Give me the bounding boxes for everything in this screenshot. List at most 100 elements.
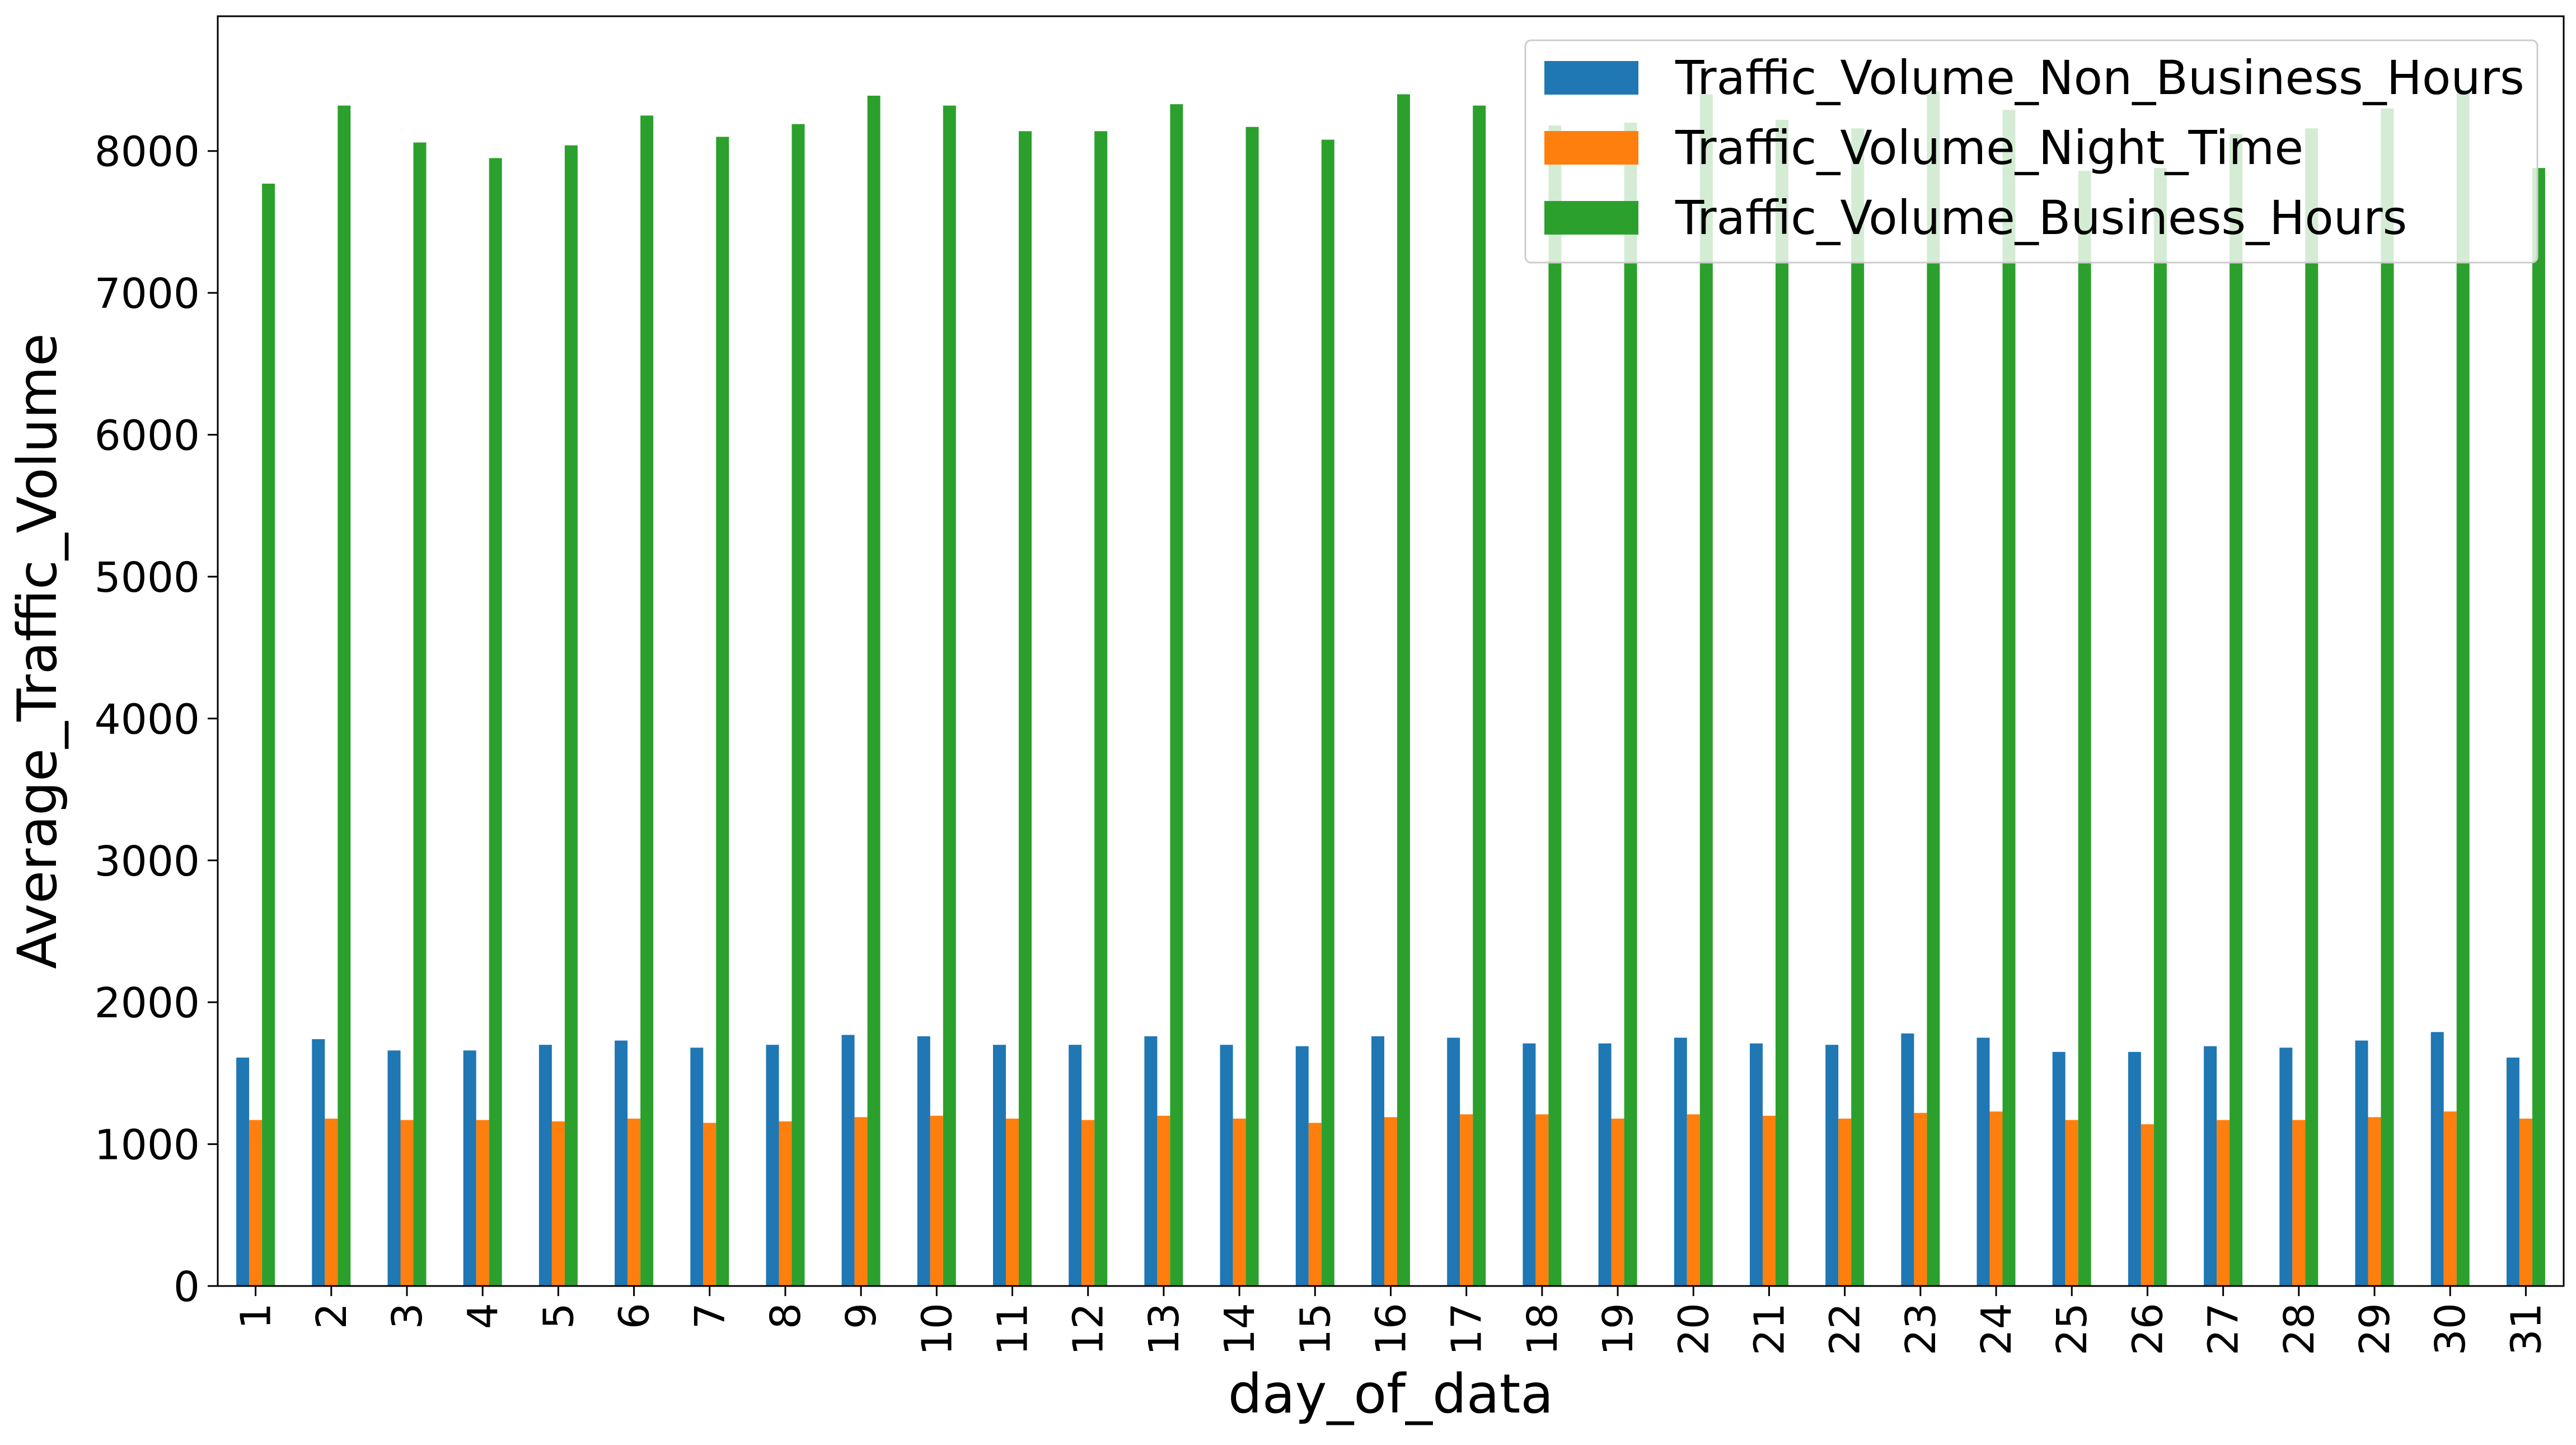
- bar-day-14-series-1: [1220, 1045, 1233, 1286]
- bar-day-4-series-2: [476, 1120, 489, 1286]
- y-tick-label: 7000: [95, 270, 200, 318]
- bar-day-10-series-2: [930, 1115, 943, 1286]
- x-tick-label: 7: [686, 1303, 734, 1329]
- bar-day-10-series-3: [943, 105, 956, 1286]
- y-tick-label: 3000: [95, 838, 200, 886]
- bar-day-4-series-1: [463, 1050, 476, 1286]
- x-tick-label: 15: [1291, 1303, 1339, 1355]
- bar-day-19-series-2: [1611, 1119, 1624, 1286]
- bar-day-25-series-2: [2065, 1120, 2078, 1286]
- x-tick-label: 1: [232, 1303, 280, 1329]
- bar-day-22-series-2: [1838, 1119, 1852, 1286]
- y-tick-label: 6000: [95, 412, 200, 460]
- bar-day-30-series-1: [2430, 1032, 2444, 1286]
- x-tick-label: 11: [989, 1303, 1037, 1355]
- x-tick-label: 26: [2124, 1303, 2172, 1355]
- bar-day-29-series-1: [2355, 1040, 2368, 1286]
- bar-day-27-series-3: [2230, 134, 2243, 1286]
- bar-day-31-series-3: [2532, 168, 2545, 1287]
- bar-day-23-series-1: [1901, 1033, 1914, 1286]
- bar-day-8-series-1: [766, 1045, 779, 1286]
- bar-day-28-series-1: [2279, 1047, 2293, 1286]
- bar-day-15-series-1: [1295, 1046, 1309, 1286]
- x-tick-label: 22: [1821, 1303, 1870, 1355]
- x-tick-label: 20: [1670, 1303, 1718, 1355]
- x-tick-label: 8: [762, 1303, 810, 1329]
- bar-day-24-series-1: [1977, 1037, 1990, 1286]
- bar-day-26-series-3: [2153, 168, 2167, 1287]
- x-tick-label: 2: [308, 1303, 356, 1329]
- bar-day-5-series-1: [538, 1045, 552, 1286]
- x-tick-label: 25: [2048, 1303, 2096, 1355]
- bar-day-28-series-2: [2292, 1120, 2306, 1286]
- bar-day-19-series-3: [1624, 123, 1637, 1286]
- bar-day-2-series-2: [325, 1119, 338, 1286]
- legend-swatch-2: [1544, 131, 1638, 165]
- x-tick-label: 10: [913, 1303, 961, 1355]
- legend-label-1: Traffic_Volume_Non_Business_Hours: [1675, 50, 2525, 105]
- bar-day-6-series-3: [640, 115, 654, 1287]
- x-tick-label: 23: [1897, 1303, 1945, 1355]
- x-tick-label: 21: [1746, 1303, 1794, 1355]
- bar-day-25-series-3: [2078, 171, 2091, 1287]
- y-tick-label: 2000: [95, 979, 200, 1027]
- bar-day-20-series-3: [1699, 94, 1713, 1287]
- bar-day-17-series-3: [1473, 105, 1486, 1286]
- bar-day-20-series-2: [1687, 1114, 1700, 1286]
- bar-day-11-series-2: [1006, 1119, 1019, 1286]
- bar-day-9-series-2: [854, 1117, 868, 1286]
- legend-label-2: Traffic_Volume_Night_Time: [1675, 120, 2303, 175]
- bar-day-10-series-1: [917, 1036, 930, 1286]
- bar-day-22-series-3: [1851, 128, 1865, 1287]
- bar-day-12-series-2: [1081, 1120, 1095, 1286]
- bar-day-1-series-3: [262, 184, 275, 1286]
- bars-layer: [236, 90, 2545, 1287]
- bar-day-24-series-2: [1989, 1111, 2003, 1286]
- x-tick-label: 24: [1973, 1303, 2021, 1355]
- bar-day-24-series-3: [2002, 110, 2016, 1287]
- x-tick-label: 4: [459, 1303, 507, 1329]
- bar-day-6-series-2: [627, 1119, 641, 1286]
- bar-day-27-series-2: [2217, 1120, 2230, 1286]
- bar-day-8-series-3: [791, 124, 805, 1286]
- x-tick-label: 13: [1140, 1303, 1188, 1355]
- bar-day-29-series-3: [2381, 108, 2394, 1287]
- x-tick-label: 3: [383, 1303, 432, 1329]
- bar-day-31-series-2: [2519, 1119, 2532, 1286]
- x-tick-label: 17: [1443, 1303, 1491, 1355]
- bar-day-11-series-3: [1019, 131, 1032, 1286]
- series-1: [236, 1032, 2519, 1286]
- legend-swatch-3: [1544, 201, 1638, 235]
- bar-day-27-series-1: [2204, 1046, 2217, 1286]
- x-tick-label: 9: [837, 1303, 886, 1329]
- bar-day-13-series-3: [1170, 104, 1183, 1286]
- bar-day-30-series-3: [2456, 90, 2470, 1286]
- legend-box: [1524, 39, 2538, 264]
- bar-day-17-series-1: [1447, 1037, 1460, 1286]
- bar-day-2-series-3: [338, 105, 351, 1286]
- bar-day-22-series-1: [1825, 1045, 1839, 1286]
- bar-day-7-series-2: [703, 1123, 716, 1286]
- bar-day-21-series-3: [1776, 120, 1788, 1286]
- bar-day-15-series-3: [1321, 139, 1334, 1286]
- bar-day-5-series-2: [551, 1121, 565, 1286]
- bar-day-18-series-2: [1535, 1114, 1549, 1286]
- y-tick-label: 4000: [95, 695, 200, 743]
- bar-day-14-series-3: [1245, 127, 1259, 1287]
- bar-day-18-series-3: [1548, 125, 1562, 1286]
- bar-day-23-series-3: [1927, 91, 1940, 1286]
- bar-day-30-series-2: [2443, 1111, 2457, 1286]
- x-tick-label: 30: [2427, 1303, 2475, 1355]
- x-tick-label: 28: [2275, 1303, 2324, 1355]
- x-tick-label: 16: [1367, 1303, 1416, 1355]
- series-2: [249, 1111, 2532, 1286]
- bar-day-26-series-2: [2141, 1124, 2154, 1286]
- legend: Traffic_Volume_Non_Business_Hours Traffic…: [1524, 39, 2538, 264]
- y-tick-label: 0: [174, 1263, 200, 1311]
- bar-day-20-series-1: [1674, 1037, 1687, 1286]
- bar-day-1-series-2: [249, 1120, 263, 1286]
- x-tick-label: 31: [2502, 1303, 2550, 1355]
- bar-day-15-series-2: [1308, 1123, 1322, 1286]
- bar-day-16-series-2: [1384, 1117, 1397, 1286]
